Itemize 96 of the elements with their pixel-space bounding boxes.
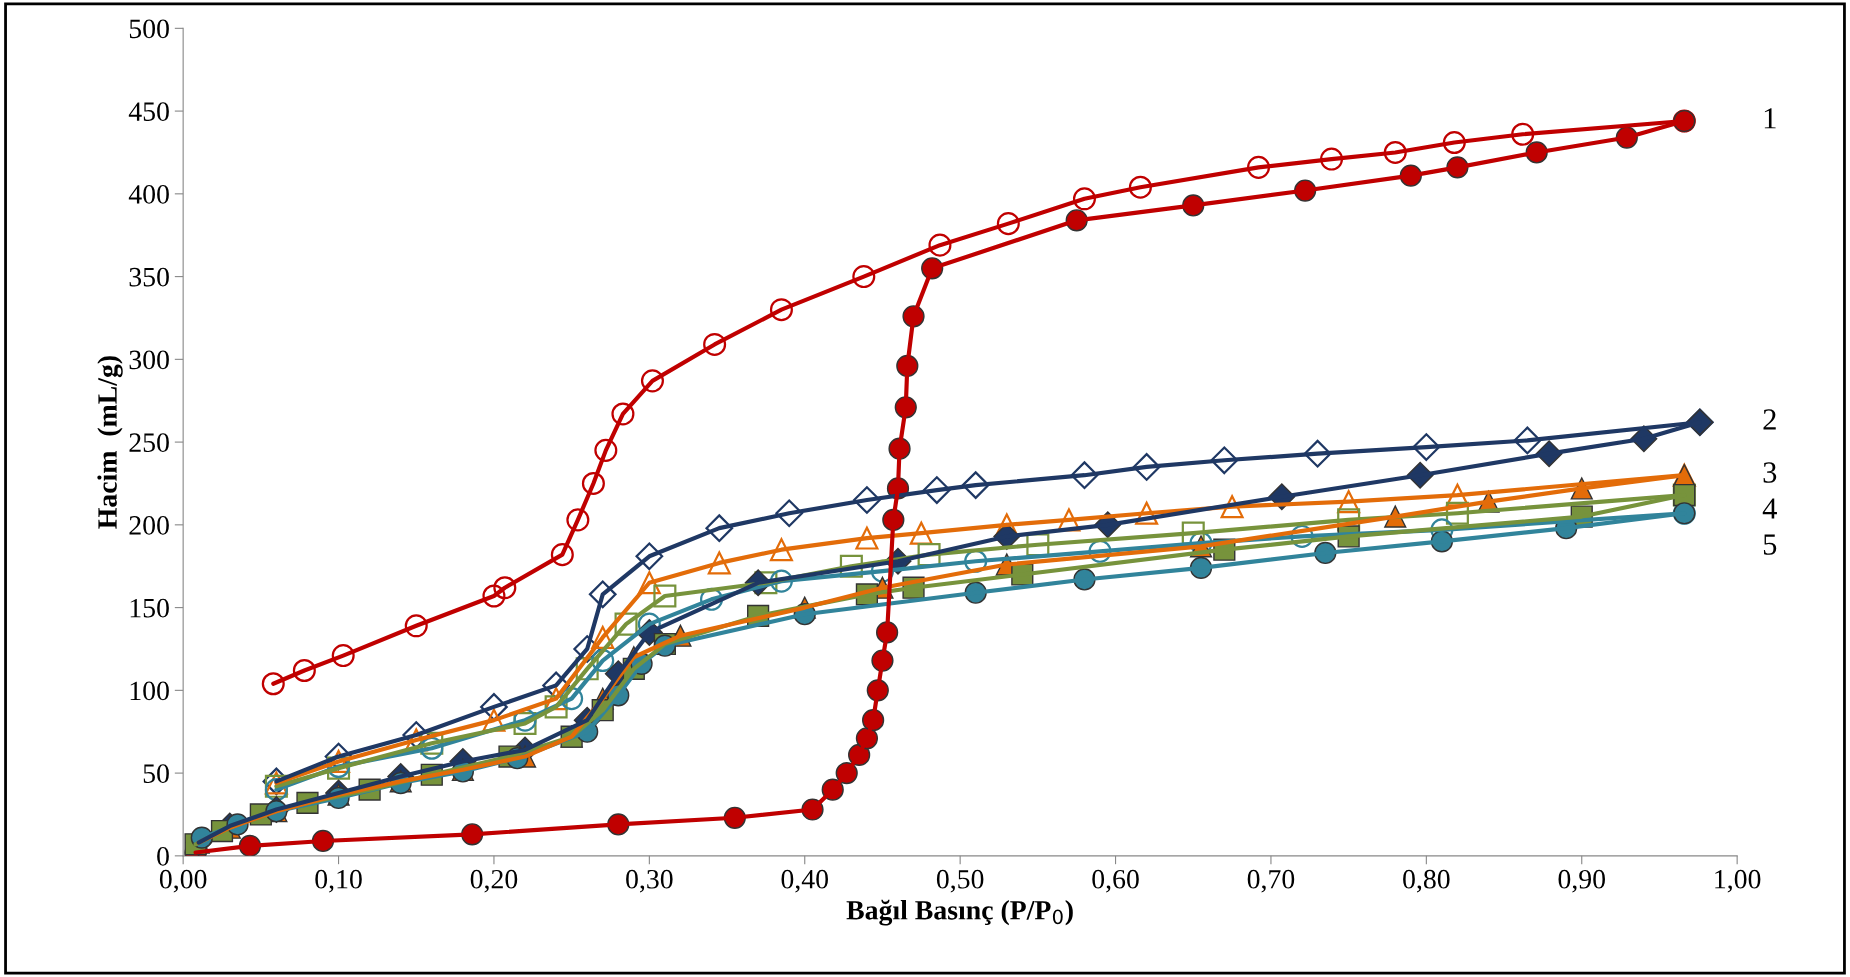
point	[331, 644, 355, 668]
point	[1088, 539, 1112, 563]
point	[775, 499, 804, 528]
point	[1210, 446, 1239, 475]
point	[909, 521, 933, 545]
point	[769, 569, 793, 593]
point	[996, 212, 1020, 236]
point	[1337, 508, 1361, 532]
point	[1383, 140, 1407, 164]
y-tick-label: 450	[128, 102, 169, 121]
point	[575, 657, 599, 681]
point	[1132, 453, 1161, 481]
x-tick-label: 0,60	[1092, 869, 1139, 893]
point	[1070, 461, 1099, 490]
point	[402, 721, 431, 749]
point	[917, 543, 941, 567]
point	[928, 233, 952, 257]
y-tick-label: 50	[143, 764, 169, 784]
text: 5	[1763, 534, 1777, 555]
point	[1290, 524, 1314, 548]
point	[1445, 483, 1469, 507]
y-tick-label: 0	[157, 847, 169, 866]
x-tick-label: 0,10	[315, 869, 362, 893]
point	[581, 471, 605, 495]
x-tick-label: 0,90	[1558, 869, 1605, 893]
point	[961, 471, 990, 499]
point	[853, 486, 881, 514]
point	[591, 649, 615, 673]
point	[703, 332, 727, 356]
point	[705, 514, 734, 543]
y-tick-label: 200	[129, 516, 169, 535]
series-label: 2	[1763, 409, 1776, 430]
point	[594, 438, 618, 462]
point	[769, 298, 793, 322]
point	[1445, 501, 1469, 525]
point	[420, 736, 444, 760]
point	[635, 542, 664, 571]
y-tick-label: 300	[129, 350, 169, 370]
y-tick-label: 250	[129, 433, 169, 452]
point	[404, 614, 428, 638]
y-tick-label: 150	[130, 598, 169, 618]
point	[482, 584, 506, 608]
y-axis-title: Hacim (mL/g)	[97, 356, 123, 529]
point	[611, 402, 635, 426]
x-tick-label: 0,40	[781, 869, 828, 893]
point	[566, 508, 590, 532]
x-tick-label: 0,80	[1403, 869, 1450, 893]
point	[769, 538, 793, 562]
point	[560, 687, 584, 711]
point	[1511, 122, 1535, 146]
x-tick-label: 0,70	[1247, 869, 1295, 893]
y-tick-label: 400	[128, 185, 169, 204]
point	[1442, 131, 1466, 155]
point	[922, 476, 951, 504]
point	[614, 612, 638, 636]
point	[482, 708, 506, 732]
point	[544, 695, 568, 719]
x-tick-label: 0,00	[159, 869, 207, 893]
point	[637, 571, 661, 595]
point	[1337, 490, 1361, 514]
point	[1072, 187, 1096, 211]
point	[640, 369, 664, 393]
point	[1513, 426, 1542, 455]
x-tick-label: 1,00	[1715, 869, 1761, 893]
point	[1220, 495, 1244, 519]
point	[480, 693, 508, 721]
x-axis-title: Bağıl Basınç (P/P$_{0}$)	[846, 899, 1073, 926]
point	[653, 584, 677, 608]
point	[852, 265, 876, 289]
point	[292, 658, 316, 683]
point	[1246, 155, 1271, 179]
point	[707, 551, 731, 575]
point	[261, 672, 285, 696]
point	[855, 526, 879, 550]
point	[493, 576, 517, 600]
point	[964, 549, 988, 573]
x-tick-label: 0,20	[470, 869, 518, 893]
point	[1128, 175, 1152, 199]
point	[1412, 433, 1441, 461]
text: 4	[1762, 498, 1777, 519]
text: 3	[1763, 462, 1777, 483]
point	[591, 625, 615, 649]
point	[550, 543, 574, 567]
point	[1303, 439, 1332, 468]
point	[573, 635, 602, 663]
x-tick-label: 0,50	[936, 869, 984, 893]
point	[324, 742, 353, 771]
point	[588, 580, 617, 609]
y-tick-label: 500	[129, 19, 169, 39]
point	[839, 554, 863, 578]
y-tick-label: 100	[130, 681, 169, 701]
text: 1	[1764, 108, 1776, 129]
x-tick-label: 0,30	[626, 869, 673, 893]
point	[1135, 501, 1159, 525]
point	[1320, 147, 1344, 171]
y-tick-label: 350	[129, 267, 169, 287]
